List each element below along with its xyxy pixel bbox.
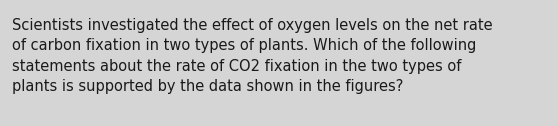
- Text: Scientists investigated the effect of oxygen levels on the net rate
of carbon fi: Scientists investigated the effect of ox…: [12, 18, 493, 94]
